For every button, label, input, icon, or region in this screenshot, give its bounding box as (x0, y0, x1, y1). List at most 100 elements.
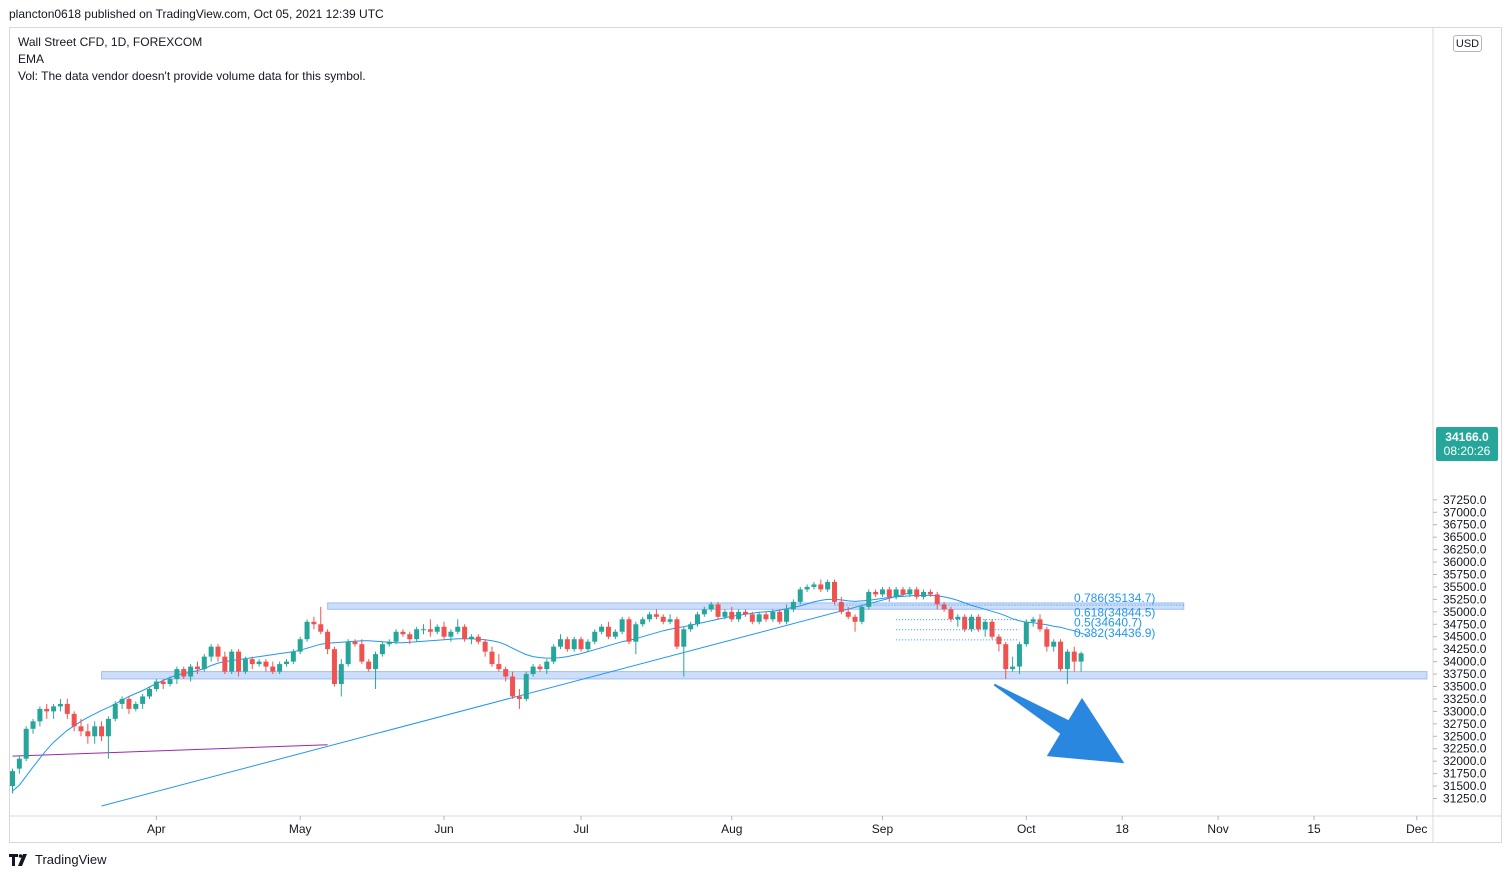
candle[interactable] (1030, 616, 1036, 627)
candle[interactable] (640, 616, 646, 627)
candle[interactable] (489, 646, 495, 667)
candle[interactable] (688, 621, 694, 632)
candle[interactable] (722, 609, 728, 620)
candle[interactable] (455, 619, 461, 635)
candle[interactable] (558, 634, 563, 650)
candle[interactable] (441, 621, 447, 640)
candle[interactable] (194, 661, 200, 675)
candle[interactable] (482, 639, 488, 657)
candle[interactable] (448, 629, 454, 642)
candle[interactable] (941, 601, 947, 612)
candle[interactable] (530, 664, 536, 677)
ema-line[interactable] (12, 594, 1089, 792)
candle[interactable] (99, 721, 105, 742)
candle[interactable] (325, 629, 331, 655)
candle[interactable] (578, 636, 584, 652)
candle[interactable] (468, 634, 474, 645)
candle[interactable] (318, 606, 324, 635)
candle[interactable] (434, 624, 440, 635)
candle[interactable] (886, 586, 892, 602)
candle[interactable] (708, 601, 714, 612)
candle[interactable] (311, 616, 317, 630)
candle[interactable] (564, 636, 570, 652)
candle[interactable] (373, 651, 379, 689)
candle[interactable] (1071, 646, 1077, 672)
candle[interactable] (969, 614, 974, 632)
candle[interactable] (503, 666, 509, 682)
tradingview-logo[interactable]: TradingView (9, 852, 107, 867)
purple-trend-line[interactable] (12, 744, 328, 757)
candle[interactable] (1016, 641, 1022, 675)
candle[interactable] (160, 679, 166, 689)
candle[interactable] (873, 589, 879, 597)
candle[interactable] (647, 611, 653, 622)
candle[interactable] (277, 661, 283, 675)
candle[interactable] (496, 654, 502, 672)
candle[interactable] (1078, 651, 1084, 672)
candle[interactable] (1058, 639, 1064, 672)
candle[interactable] (619, 616, 625, 635)
candle[interactable] (633, 621, 639, 655)
candle[interactable] (989, 619, 995, 640)
candle[interactable] (592, 629, 598, 645)
candle[interactable] (585, 639, 591, 652)
legend-ema[interactable]: EMA (18, 52, 45, 66)
candle[interactable] (64, 698, 70, 719)
legend-symbol[interactable]: Wall Street CFD, 1D, FOREXCOM (18, 35, 203, 49)
candle[interactable] (407, 631, 413, 645)
candle[interactable] (201, 654, 207, 672)
candle[interactable] (174, 666, 180, 685)
candle[interactable] (893, 586, 899, 600)
candle[interactable] (30, 718, 36, 734)
candle[interactable] (475, 634, 481, 645)
candle[interactable] (236, 649, 242, 677)
candle[interactable] (290, 649, 296, 665)
candle[interactable] (345, 639, 351, 667)
currency-badge[interactable]: USD (1453, 35, 1482, 52)
candle[interactable] (85, 723, 91, 744)
candle[interactable] (962, 614, 968, 632)
candle[interactable] (715, 601, 721, 620)
candle[interactable] (763, 611, 769, 622)
candle[interactable] (653, 609, 659, 620)
candle[interactable] (777, 609, 783, 625)
candle[interactable] (1051, 639, 1057, 652)
candle[interactable] (16, 756, 22, 774)
candle[interactable] (78, 718, 84, 737)
candle[interactable] (695, 611, 700, 627)
candle[interactable] (605, 621, 611, 640)
candle[interactable] (126, 696, 132, 714)
candle[interactable] (832, 579, 837, 605)
down-arrow-icon[interactable] (993, 683, 1125, 764)
candle[interactable] (1064, 649, 1070, 685)
candle[interactable] (804, 584, 810, 592)
candle[interactable] (626, 616, 632, 645)
candle[interactable] (92, 721, 98, 744)
candle[interactable] (263, 659, 269, 672)
candle[interactable] (119, 696, 125, 709)
candle[interactable] (537, 664, 543, 672)
candle[interactable] (249, 656, 255, 670)
candle[interactable] (421, 624, 426, 635)
candle[interactable] (1023, 619, 1029, 647)
candle[interactable] (996, 634, 1002, 652)
candle[interactable] (414, 626, 420, 642)
candle[interactable] (297, 636, 303, 655)
candle[interactable] (208, 644, 214, 662)
candle[interactable] (37, 706, 43, 727)
candle[interactable] (140, 693, 146, 709)
candle[interactable] (215, 644, 221, 662)
candle[interactable] (222, 651, 228, 675)
candle[interactable] (736, 609, 742, 622)
candle[interactable] (866, 589, 872, 610)
candle[interactable] (756, 611, 762, 625)
candle[interactable] (181, 666, 187, 680)
candle[interactable] (900, 586, 906, 597)
candle[interactable] (927, 589, 933, 597)
candle[interactable] (71, 711, 77, 732)
candle[interactable] (914, 586, 920, 600)
uptrend-line[interactable] (101, 592, 910, 807)
candle[interactable] (57, 698, 63, 712)
candle[interactable] (859, 604, 865, 625)
